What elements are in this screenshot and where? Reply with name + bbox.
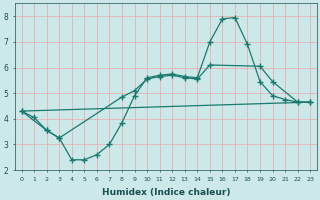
X-axis label: Humidex (Indice chaleur): Humidex (Indice chaleur) bbox=[102, 188, 230, 197]
